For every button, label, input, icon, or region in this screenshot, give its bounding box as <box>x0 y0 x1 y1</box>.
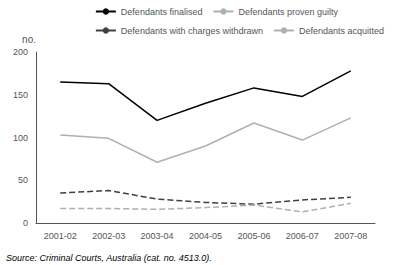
svg-text:2003-04: 2003-04 <box>141 231 174 241</box>
svg-text:200: 200 <box>13 47 28 57</box>
svg-text:150: 150 <box>13 90 28 100</box>
svg-text:2004-05: 2004-05 <box>189 231 222 241</box>
svg-text:0: 0 <box>23 218 28 228</box>
svg-text:Source: Criminal Courts, Austr: Source: Criminal Courts, Australia (cat.… <box>6 253 212 263</box>
svg-text:Defendants finalised: Defendants finalised <box>121 7 203 17</box>
svg-text:2002-03: 2002-03 <box>92 231 125 241</box>
svg-text:2001-02: 2001-02 <box>44 231 77 241</box>
svg-text:50: 50 <box>18 175 28 185</box>
svg-text:2007-08: 2007-08 <box>334 231 367 241</box>
svg-text:2006-07: 2006-07 <box>286 231 319 241</box>
svg-text:2005-06: 2005-06 <box>237 231 270 241</box>
svg-text:no.: no. <box>22 34 36 45</box>
svg-text:Defendants acquitted: Defendants acquitted <box>299 26 384 36</box>
svg-text:Defendants with charges withdr: Defendants with charges withdrawn <box>121 26 263 36</box>
svg-text:Defendants proven guilty: Defendants proven guilty <box>238 7 338 17</box>
svg-text:100: 100 <box>13 133 28 143</box>
